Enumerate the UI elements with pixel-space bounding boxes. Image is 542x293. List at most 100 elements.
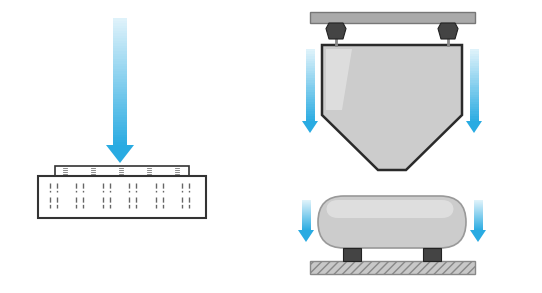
Polygon shape [469, 85, 479, 87]
Polygon shape [301, 204, 311, 205]
Polygon shape [301, 212, 311, 213]
Polygon shape [306, 73, 314, 75]
Polygon shape [301, 222, 311, 223]
Polygon shape [474, 207, 482, 208]
Polygon shape [113, 122, 127, 125]
Polygon shape [474, 208, 482, 209]
Polygon shape [113, 51, 127, 54]
Polygon shape [474, 201, 482, 202]
Polygon shape [306, 92, 314, 95]
Polygon shape [306, 51, 314, 54]
Polygon shape [113, 102, 127, 104]
Polygon shape [474, 223, 482, 224]
Polygon shape [474, 213, 482, 214]
Polygon shape [306, 49, 314, 51]
Polygon shape [469, 56, 479, 59]
Polygon shape [113, 89, 127, 92]
Polygon shape [306, 75, 314, 78]
Polygon shape [474, 225, 482, 226]
Polygon shape [113, 115, 127, 117]
Polygon shape [301, 206, 311, 207]
Polygon shape [469, 95, 479, 97]
Polygon shape [469, 75, 479, 78]
Polygon shape [301, 215, 311, 216]
Polygon shape [113, 59, 127, 61]
Polygon shape [306, 102, 314, 104]
Polygon shape [113, 132, 127, 135]
Polygon shape [301, 221, 311, 222]
Polygon shape [469, 90, 479, 92]
Polygon shape [474, 206, 482, 207]
Polygon shape [474, 217, 482, 218]
Bar [423, 248, 441, 261]
Polygon shape [474, 200, 482, 201]
Polygon shape [469, 119, 479, 121]
Polygon shape [113, 25, 127, 28]
Polygon shape [474, 210, 482, 211]
Polygon shape [113, 41, 127, 43]
Polygon shape [301, 200, 311, 201]
Polygon shape [113, 86, 127, 89]
Polygon shape [301, 228, 311, 229]
Polygon shape [474, 220, 482, 221]
Polygon shape [113, 56, 127, 59]
Bar [343, 248, 361, 261]
Polygon shape [113, 31, 127, 33]
Polygon shape [306, 104, 314, 107]
Polygon shape [113, 104, 127, 107]
Polygon shape [474, 212, 482, 213]
Polygon shape [474, 228, 482, 229]
Polygon shape [469, 61, 479, 63]
Polygon shape [469, 63, 479, 66]
Polygon shape [306, 80, 314, 83]
Polygon shape [469, 109, 479, 111]
Polygon shape [474, 224, 482, 225]
Polygon shape [113, 92, 127, 94]
Polygon shape [306, 68, 314, 71]
Polygon shape [113, 74, 127, 76]
Polygon shape [326, 49, 352, 110]
Polygon shape [474, 203, 482, 204]
Polygon shape [113, 18, 127, 21]
Polygon shape [113, 33, 127, 36]
Polygon shape [469, 71, 479, 73]
Polygon shape [469, 107, 479, 109]
Polygon shape [469, 114, 479, 116]
Polygon shape [301, 223, 311, 224]
Polygon shape [322, 45, 462, 170]
Polygon shape [113, 48, 127, 51]
Polygon shape [470, 230, 486, 242]
Polygon shape [301, 216, 311, 217]
Polygon shape [113, 142, 127, 145]
Polygon shape [306, 116, 314, 119]
Polygon shape [474, 216, 482, 217]
Polygon shape [469, 51, 479, 54]
Polygon shape [469, 49, 479, 51]
Polygon shape [306, 78, 314, 80]
Polygon shape [301, 214, 311, 215]
Polygon shape [113, 76, 127, 79]
Polygon shape [469, 111, 479, 114]
Polygon shape [306, 83, 314, 85]
Polygon shape [469, 116, 479, 119]
Polygon shape [474, 211, 482, 212]
Polygon shape [469, 97, 479, 99]
Polygon shape [113, 112, 127, 115]
Polygon shape [469, 80, 479, 83]
Polygon shape [301, 207, 311, 208]
Polygon shape [113, 84, 127, 86]
Polygon shape [469, 87, 479, 90]
Polygon shape [301, 211, 311, 212]
Polygon shape [301, 202, 311, 203]
Polygon shape [306, 90, 314, 92]
Polygon shape [306, 99, 314, 102]
Polygon shape [301, 218, 311, 219]
Polygon shape [113, 81, 127, 84]
Polygon shape [469, 83, 479, 85]
Polygon shape [113, 36, 127, 38]
Polygon shape [113, 140, 127, 142]
Polygon shape [469, 59, 479, 61]
Polygon shape [469, 102, 479, 104]
Polygon shape [469, 104, 479, 107]
Polygon shape [474, 205, 482, 206]
